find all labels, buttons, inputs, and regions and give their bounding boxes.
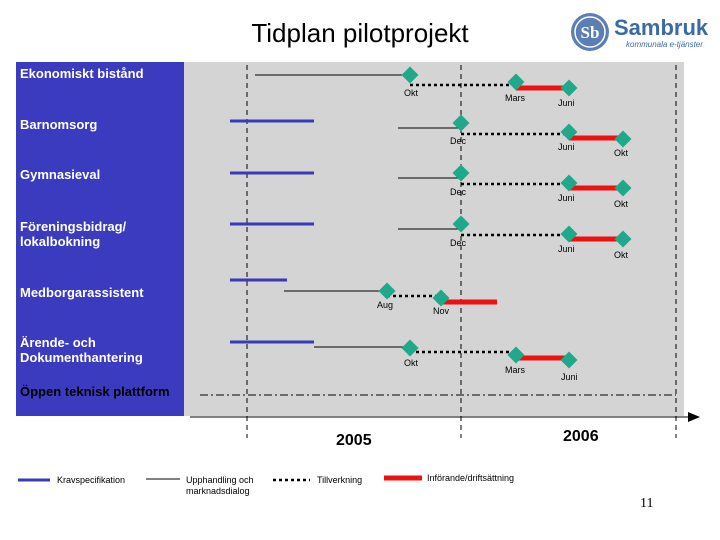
svg-text:Sb: Sb: [581, 23, 600, 42]
milestone-diamond: [507, 346, 525, 364]
row-label-gymnasieval: Gymnasieval: [20, 167, 101, 182]
legend-kravspec-label: Kravspecifikation: [57, 475, 126, 485]
row-label-arende-dokumenthantering: Ärende- och Dokumenthantering: [20, 335, 143, 365]
year-label-2005: 2005: [336, 432, 372, 449]
milestone-label-nov: Nov: [433, 306, 450, 316]
sambruk-emblem-icon: Sb Sambruk kommunala e-tjänster: [571, 13, 709, 51]
legend-inforande-label: Införande/driftsättning: [427, 473, 515, 483]
milestone-diamond: [560, 174, 578, 192]
legend-upphandling-label: Upphandling och marknadsdialog: [186, 475, 254, 496]
milestone-diamond: [560, 123, 578, 141]
row-label-medborgarassistent: Medborgarassistent: [20, 285, 144, 300]
milestone-diamond: [560, 351, 578, 369]
milestone-label-mars: Mars: [505, 365, 525, 375]
milestone-label-okt: Okt: [614, 199, 629, 209]
svg-text:Sambruk: Sambruk: [614, 15, 709, 40]
time-axis-arrow-icon: [688, 412, 700, 422]
page-number: 11: [640, 496, 654, 511]
row-label-panel: [16, 62, 184, 416]
milestone-label-juni: Juni: [558, 244, 575, 254]
sambruk-logo: Sb Sambruk kommunala e-tjänster: [570, 10, 710, 56]
milestone-diamond: [401, 339, 419, 357]
milestone-diamond: [614, 230, 632, 248]
milestone-label-okt: Okt: [614, 250, 629, 260]
milestone-label-dec: Dec: [450, 187, 467, 197]
row-label-foreningsbidrag: Föreningsbidrag/ lokalbokning: [20, 219, 127, 249]
row-label-ekonomiskt-bistand: Ekonomiskt bistånd: [20, 66, 144, 81]
milestone-label-okt: Okt: [404, 88, 419, 98]
milestone-label-aug: Aug: [377, 300, 393, 310]
milestone-diamond: [401, 66, 419, 84]
milestone-diamond: [507, 73, 525, 91]
milestone-label-okt: Okt: [614, 148, 629, 158]
milestone-diamond: [560, 225, 578, 243]
milestone-diamond: [378, 282, 396, 300]
milestone-diamond: [452, 215, 470, 233]
page-title: Tidplan pilotprojekt: [251, 18, 469, 48]
milestone-label-juni: Juni: [558, 142, 575, 152]
milestone-label-juni: Juni: [558, 98, 575, 108]
milestone-diamond: [614, 179, 632, 197]
row-label-oppen-teknisk-plattform: Öppen teknisk plattform: [20, 384, 170, 399]
row-label-barnomsorg: Barnomsorg: [20, 117, 98, 132]
milestone-diamond: [614, 130, 632, 148]
legend-tillverkning-label: Tillverkning: [317, 475, 363, 485]
milestone-label-juni: Juni: [561, 372, 578, 382]
milestone-label-juni: Juni: [558, 193, 575, 203]
milestone-label-okt: Okt: [404, 358, 419, 368]
milestone-diamond: [452, 114, 470, 132]
svg-text:kommunala e-tjänster: kommunala e-tjänster: [626, 40, 703, 49]
milestone-diamond: [560, 79, 578, 97]
year-label-2006: 2006: [563, 428, 599, 445]
milestone-label-dec: Dec: [450, 136, 467, 146]
milestone-diamond: [432, 289, 450, 307]
milestone-diamond: [452, 164, 470, 182]
milestone-label-mars: Mars: [505, 93, 525, 103]
milestone-label-dec: Dec: [450, 238, 467, 248]
